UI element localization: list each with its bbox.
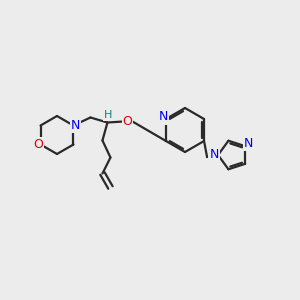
- Text: N: N: [209, 148, 219, 161]
- Text: H: H: [104, 110, 112, 121]
- Text: O: O: [122, 115, 132, 128]
- Text: N: N: [244, 137, 253, 150]
- Text: O: O: [34, 138, 44, 151]
- Text: N: N: [71, 119, 80, 132]
- Text: N: N: [158, 110, 168, 124]
